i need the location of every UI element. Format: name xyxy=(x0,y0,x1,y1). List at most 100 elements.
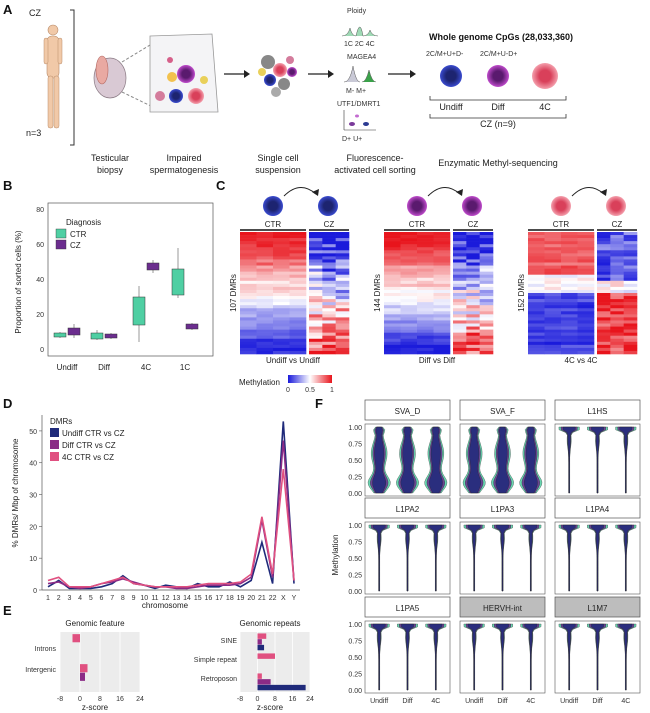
c-heat-cell xyxy=(561,277,578,282)
c-heat-cell xyxy=(544,344,562,349)
f-violin xyxy=(562,623,576,691)
c-heat-cell xyxy=(544,256,562,260)
c-heat-cell xyxy=(453,268,467,272)
panel-a: CZ n=3 Testicular biopsy Impaired sperma… xyxy=(26,8,573,175)
c-scale-bar xyxy=(288,375,332,383)
c-heat-cell xyxy=(289,244,307,248)
d-legend-label-2: 4C CTR vs CZ xyxy=(62,453,114,462)
c-heat-cell xyxy=(256,344,274,349)
c-heat-cell xyxy=(610,332,624,336)
c-heat-cell xyxy=(561,256,578,260)
c-heat-cell xyxy=(433,305,451,309)
c-heat-cell xyxy=(623,241,638,245)
c-heat-cell xyxy=(561,247,578,251)
c-heat-cell xyxy=(479,283,494,288)
c-heat-cell xyxy=(400,350,418,355)
c-heat-cell xyxy=(273,265,290,269)
d-ytick-label: 30 xyxy=(29,493,37,500)
c-heat-cell xyxy=(256,341,274,346)
c-heat-cell xyxy=(610,232,624,236)
c-heat-cell xyxy=(479,344,494,349)
c-heat-cell xyxy=(561,308,578,312)
c-heat-cell xyxy=(544,302,562,306)
c-heat-cell xyxy=(240,247,257,251)
c-heat-cell xyxy=(466,350,480,355)
c-heat-cell xyxy=(597,293,611,297)
c-heat-cell xyxy=(453,277,467,282)
c-cell-ctr-0 xyxy=(263,196,283,216)
c-heat-cell xyxy=(466,268,480,272)
c-heat-cell xyxy=(466,274,480,279)
c-heat-cell xyxy=(453,347,467,352)
c-cz-label-2: CZ xyxy=(612,220,623,229)
c-heat-cell xyxy=(289,286,307,291)
c-heat-cell xyxy=(433,296,451,300)
c-heat-cell xyxy=(597,311,611,315)
testis-illustration xyxy=(93,41,156,109)
c-arrow-0 xyxy=(283,187,317,197)
c-heat-cell xyxy=(335,335,350,340)
f-facet-title-2: L1HS xyxy=(587,407,607,416)
c-heat-cell xyxy=(433,299,451,303)
c-heat-cell xyxy=(561,253,578,257)
c-heat-cell xyxy=(256,329,274,333)
c-heat-cell xyxy=(466,247,480,251)
c-heat-cell xyxy=(479,262,494,266)
c-heat-cell xyxy=(289,283,307,288)
b-legend-cz: CZ xyxy=(70,241,81,250)
c-heat-cell xyxy=(544,277,562,282)
c-heat-cell xyxy=(528,232,545,236)
c-heat-cell xyxy=(335,293,350,297)
c-heat-cell xyxy=(433,302,451,306)
d-ytick-label: 0 xyxy=(33,588,37,595)
c-heat-cell xyxy=(417,305,434,309)
c-heat-cell xyxy=(384,320,401,324)
c-heat-cell xyxy=(335,338,350,343)
c-heat-cell xyxy=(384,296,401,300)
c-heat-cell xyxy=(597,314,611,318)
c-heat-cell xyxy=(322,341,336,346)
c-heat-cell xyxy=(273,286,290,291)
c-heat-cell xyxy=(400,314,418,318)
step-single-cell: Single cell xyxy=(257,153,298,163)
f-violin xyxy=(562,524,576,592)
c-heat-cell xyxy=(240,238,257,242)
c-heat-cell xyxy=(623,338,638,343)
f-panel-5 xyxy=(554,521,641,595)
c-heat-cell xyxy=(528,238,545,242)
c-heat-cell xyxy=(610,305,624,309)
step-facs: activated cell sorting xyxy=(334,165,416,175)
e-bar xyxy=(257,639,262,645)
d-xtick-label: 1 xyxy=(46,595,50,602)
c-heat-cell xyxy=(561,305,578,309)
c-heat-cell xyxy=(479,244,494,248)
c-heat-cell xyxy=(528,341,545,346)
group-undiff: Undiff xyxy=(439,102,463,112)
c-heat-cell xyxy=(528,308,545,312)
c-heat-cell xyxy=(240,293,257,297)
d-legend-label-0: Undiff CTR vs CZ xyxy=(62,429,125,438)
c-heat-cell xyxy=(597,296,611,300)
c-heat-cell xyxy=(240,265,257,269)
c-heat-cell xyxy=(309,350,323,355)
c-heat-cell xyxy=(453,241,467,245)
c-heat-cell xyxy=(453,350,467,355)
c-heat-cell xyxy=(309,338,323,343)
c-heat-cell xyxy=(453,289,467,294)
c-heat-cell xyxy=(577,289,595,294)
c-heat-cell xyxy=(289,241,307,245)
c-heat-cell xyxy=(561,332,578,336)
c-heat-cell xyxy=(623,302,638,306)
c-heat-cell xyxy=(289,262,307,266)
c-heat-cell xyxy=(610,253,624,257)
magea4-label: MAGEA4 xyxy=(347,54,376,61)
d-ytick-label: 50 xyxy=(29,429,37,436)
f-facet-title-3: L1PA2 xyxy=(396,505,420,514)
c-heat-cell xyxy=(479,332,494,336)
c-heat-cell xyxy=(623,332,638,336)
c-heat-cell xyxy=(466,265,480,269)
step-suspension: suspension xyxy=(255,165,301,175)
c-heat-cell xyxy=(597,253,611,257)
c-heat-cell xyxy=(309,280,323,285)
c-heat-cell xyxy=(256,326,274,330)
